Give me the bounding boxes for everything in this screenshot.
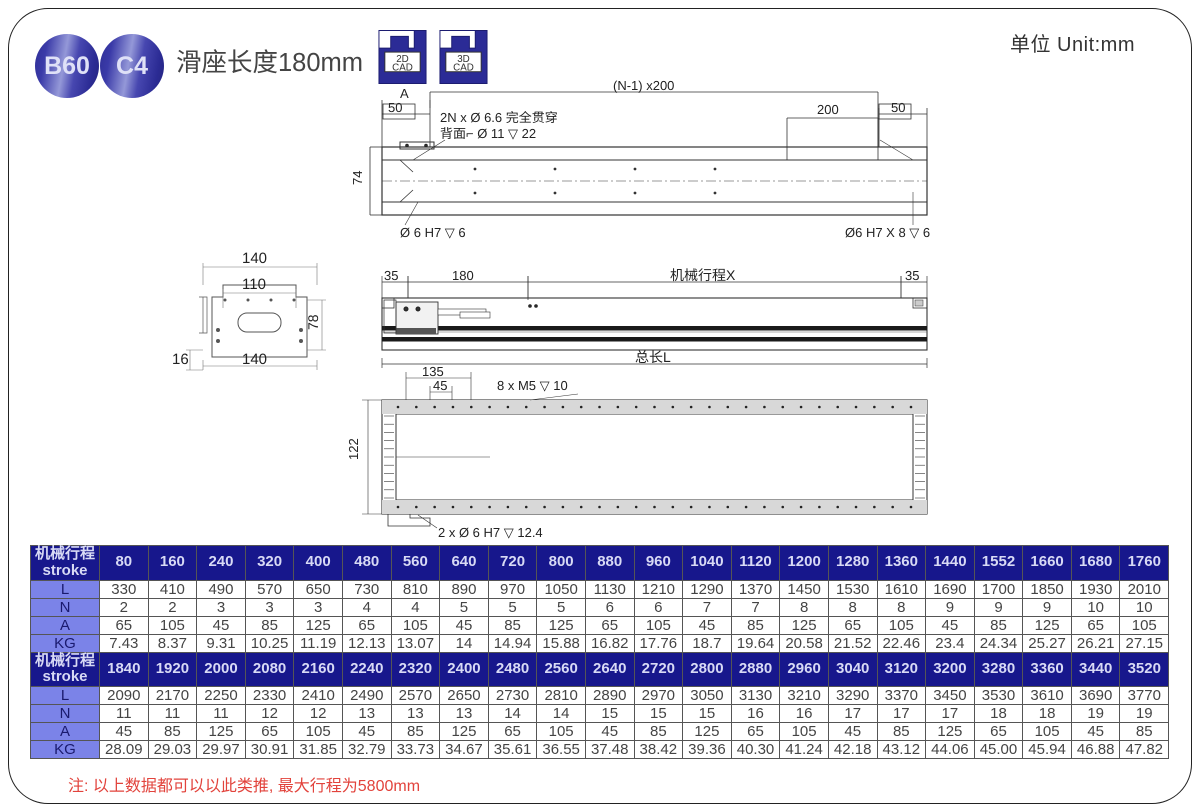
svg-text:16: 16 (172, 351, 189, 368)
svg-text:Ø 6 H7 ▽ 6: Ø 6 H7 ▽ 6 (400, 225, 466, 240)
svg-text:总长L: 总长L (635, 349, 671, 365)
svg-text:Ø6 H7 X 8 ▽ 6: Ø6 H7 X 8 ▽ 6 (845, 225, 930, 240)
svg-text:122: 122 (346, 438, 361, 460)
svg-text:8 x M5 ▽ 10: 8 x M5 ▽ 10 (497, 378, 568, 393)
svg-text:35: 35 (384, 268, 398, 283)
svg-text:140: 140 (242, 250, 267, 267)
svg-text:A: A (400, 86, 409, 101)
svg-text:110: 110 (242, 276, 266, 293)
svg-text:45: 45 (433, 378, 447, 393)
svg-text:50: 50 (891, 100, 905, 115)
svg-text:50: 50 (388, 100, 402, 115)
svg-text:140: 140 (242, 351, 267, 368)
svg-text:机械行程X: 机械行程X (670, 267, 736, 283)
svg-text:74: 74 (350, 171, 365, 185)
svg-text:180: 180 (452, 268, 474, 283)
svg-text:(N-1) x200: (N-1) x200 (613, 78, 674, 93)
svg-text:135: 135 (422, 364, 444, 379)
svg-text:2 x Ø 6 H7 ▽ 12.4: 2 x Ø 6 H7 ▽ 12.4 (438, 525, 543, 540)
svg-text:78: 78 (305, 314, 321, 330)
svg-text:2N x Ø 6.6 完全贯穿: 2N x Ø 6.6 完全贯穿 (440, 110, 558, 125)
svg-text:200: 200 (817, 102, 839, 117)
svg-text:35: 35 (905, 268, 919, 283)
svg-text:背面⌐ Ø 11 ▽ 22: 背面⌐ Ø 11 ▽ 22 (440, 126, 536, 141)
